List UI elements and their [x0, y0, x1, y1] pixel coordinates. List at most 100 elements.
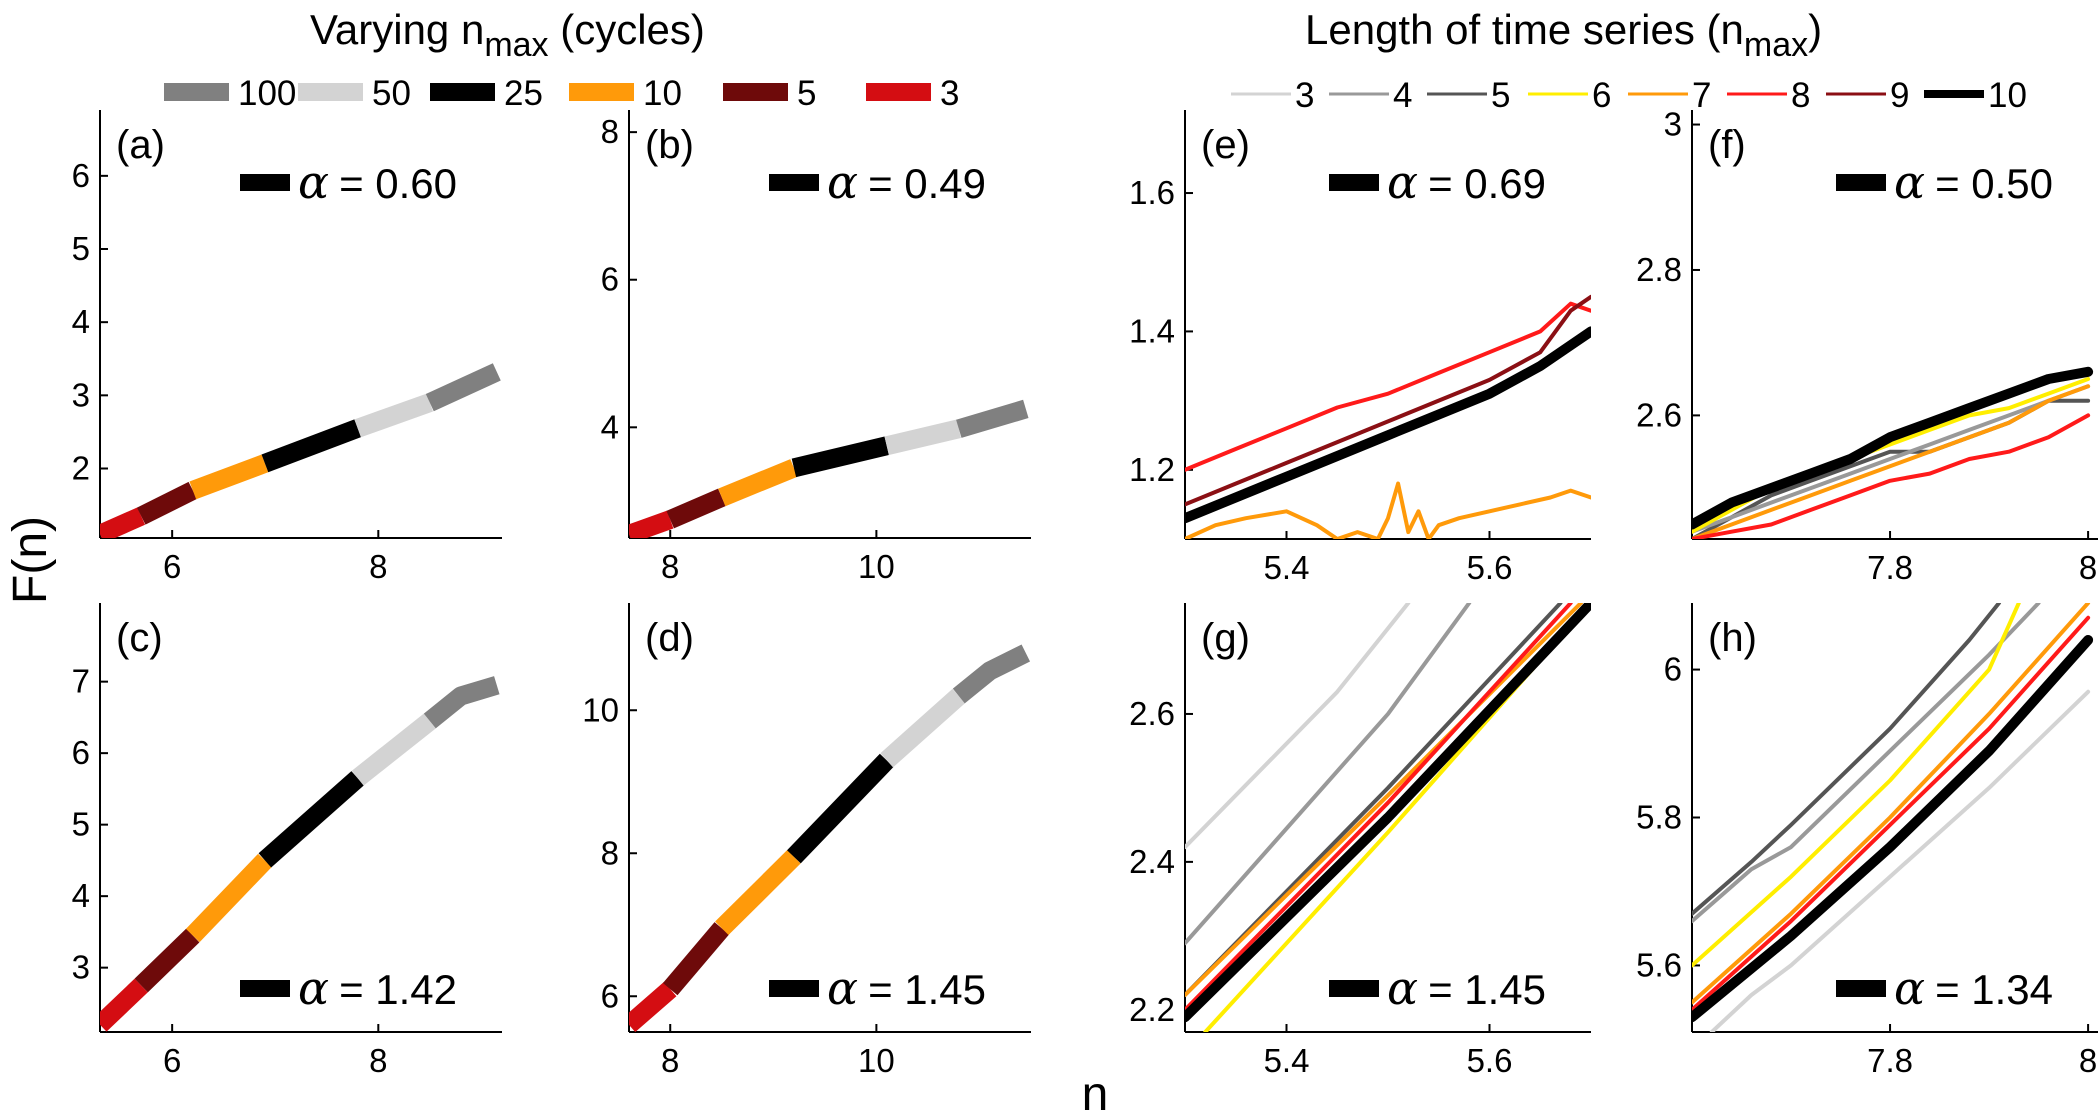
series-line-100: [423, 676, 500, 729]
series-line-50: [880, 688, 966, 768]
y-tick-label: 1.4: [1129, 312, 1175, 349]
panel-label: (b): [645, 123, 694, 167]
alpha-value: = 1.45: [1428, 966, 1546, 1013]
series-line-7: [1692, 384, 2091, 539]
series-line-10: [189, 454, 269, 500]
legend-label-5: 5: [1491, 76, 1510, 115]
series-line-3: [629, 981, 677, 1032]
series-line-9: [1185, 294, 1591, 507]
legend-right: 3 4 5 6 7 8 9 10: [1231, 76, 2027, 115]
y-tick-label: 4: [72, 877, 90, 914]
x-axis-label: n: [1082, 1068, 1109, 1119]
series-line-25: [261, 419, 362, 473]
panel-d: 8 10 6 8 10 (d) α = 1.45: [582, 603, 1031, 1079]
x-tick-label: 8: [661, 1042, 679, 1079]
left-title: Varying nmax (cycles): [310, 6, 705, 64]
alpha-symbol: α: [1894, 155, 1925, 209]
series-line-5: [1692, 603, 2001, 916]
series-group: [629, 399, 1029, 538]
legend-label-9: 9: [1890, 76, 1909, 115]
right-title-tail: ): [1808, 6, 1822, 53]
legend-label-100: 100: [238, 74, 296, 113]
legend-label-25: 25: [504, 74, 543, 113]
alpha-symbol: α: [827, 961, 858, 1015]
alpha-symbol: α: [298, 155, 329, 209]
alpha-annotation: α = 0.50: [1894, 155, 2053, 209]
alpha-symbol: α: [298, 961, 329, 1015]
series-group: [1692, 603, 2094, 1032]
series-line-10: [718, 459, 798, 507]
series-line-4: [1185, 603, 1472, 946]
y-tick-label: 4: [72, 303, 90, 340]
alpha-value: = 1.34: [1935, 966, 2053, 1013]
series-line-100: [952, 644, 1031, 704]
legend-label-3: 3: [1295, 76, 1314, 115]
legend-label-3: 3: [940, 74, 959, 113]
series-line-5: [136, 481, 198, 525]
series-line-8: [1185, 603, 1573, 1012]
legend-label-10: 10: [643, 74, 682, 113]
panel-label: (e): [1201, 123, 1250, 167]
x-tick-label: 5.6: [1467, 549, 1513, 586]
y-tick-label: 6: [601, 261, 619, 298]
legend-label-50: 50: [372, 74, 411, 113]
alpha-value: = 1.45: [868, 966, 986, 1013]
y-tick-label: 6: [72, 157, 90, 194]
alpha-symbol: α: [1387, 961, 1418, 1015]
series-line-25: [787, 753, 894, 864]
right-title: Length of time series (nmax): [1305, 6, 1822, 64]
y-tick-label: 6: [1664, 651, 1682, 688]
alpha-legend-swatch: [1836, 980, 1886, 997]
right-title-sub: max: [1744, 26, 1808, 64]
x-tick-label: 8: [2079, 1042, 2097, 1079]
y-tick-label: 10: [582, 691, 619, 728]
panel-label: (f): [1708, 123, 1746, 167]
series-line-10: [715, 850, 801, 936]
legend-left: 100 50 25 10 5 3: [164, 74, 959, 113]
y-tick-label: 2.6: [1129, 695, 1175, 732]
panel-h: 7.8 8 5.6 5.8 6 (h) α = 1.34: [1636, 603, 2098, 1079]
panel-c: 6 8 3 4 5 6 7 (c) α = 1.42: [72, 603, 502, 1079]
panel-label: (g): [1201, 616, 1250, 660]
series-line-5: [662, 922, 730, 996]
y-tick-label: 1.2: [1129, 451, 1175, 488]
legend-swatch-100: [164, 83, 229, 101]
alpha-value: = 0.49: [868, 160, 986, 207]
legend-label-6: 6: [1592, 76, 1611, 115]
series-line-8: [1692, 413, 2091, 539]
series-line-5: [134, 928, 200, 993]
series-line-3: [1709, 689, 2091, 1032]
alpha-legend-swatch: [769, 980, 819, 997]
alpha-legend-swatch: [1329, 980, 1379, 997]
x-tick-label: 8: [2079, 549, 2097, 586]
series-line-25: [791, 436, 889, 478]
series-group: [1692, 366, 2094, 539]
alpha-symbol: α: [1387, 155, 1418, 209]
alpha-legend-swatch: [240, 174, 290, 191]
x-tick-label: 10: [858, 1042, 895, 1079]
legend-swatch-50: [298, 83, 363, 101]
y-tick-label: 3: [72, 376, 90, 413]
series-line-7: [1185, 603, 1583, 997]
series-line-10: [1185, 326, 1591, 524]
panel-b: 8 10 4 6 8 (b) α = 0.49: [601, 110, 1031, 585]
x-tick-label: 8: [369, 548, 387, 585]
y-tick-label: 7: [72, 663, 90, 700]
series-line-5: [1185, 603, 1563, 997]
alpha-annotation: α = 1.34: [1894, 961, 2053, 1015]
panel-a: 6 8 2 3 4 5 6 (a) α = 0.60: [72, 110, 502, 585]
y-tick-label: 2.2: [1129, 991, 1175, 1028]
y-tick-label: 5: [72, 806, 90, 843]
panel-label: (h): [1708, 616, 1757, 660]
x-tick-label: 6: [163, 548, 181, 585]
series-line-10: [1185, 603, 1591, 1023]
panel-e: 5.4 5.6 1.2 1.4 1.6 (e) α = 0.69: [1129, 110, 1591, 586]
series-group: [629, 644, 1031, 1032]
series-line-7: [1692, 603, 2091, 1005]
series-line-5: [666, 488, 726, 529]
alpha-legend-swatch: [769, 174, 819, 191]
x-tick-label: 6: [163, 1042, 181, 1079]
series-line-25: [258, 771, 364, 868]
